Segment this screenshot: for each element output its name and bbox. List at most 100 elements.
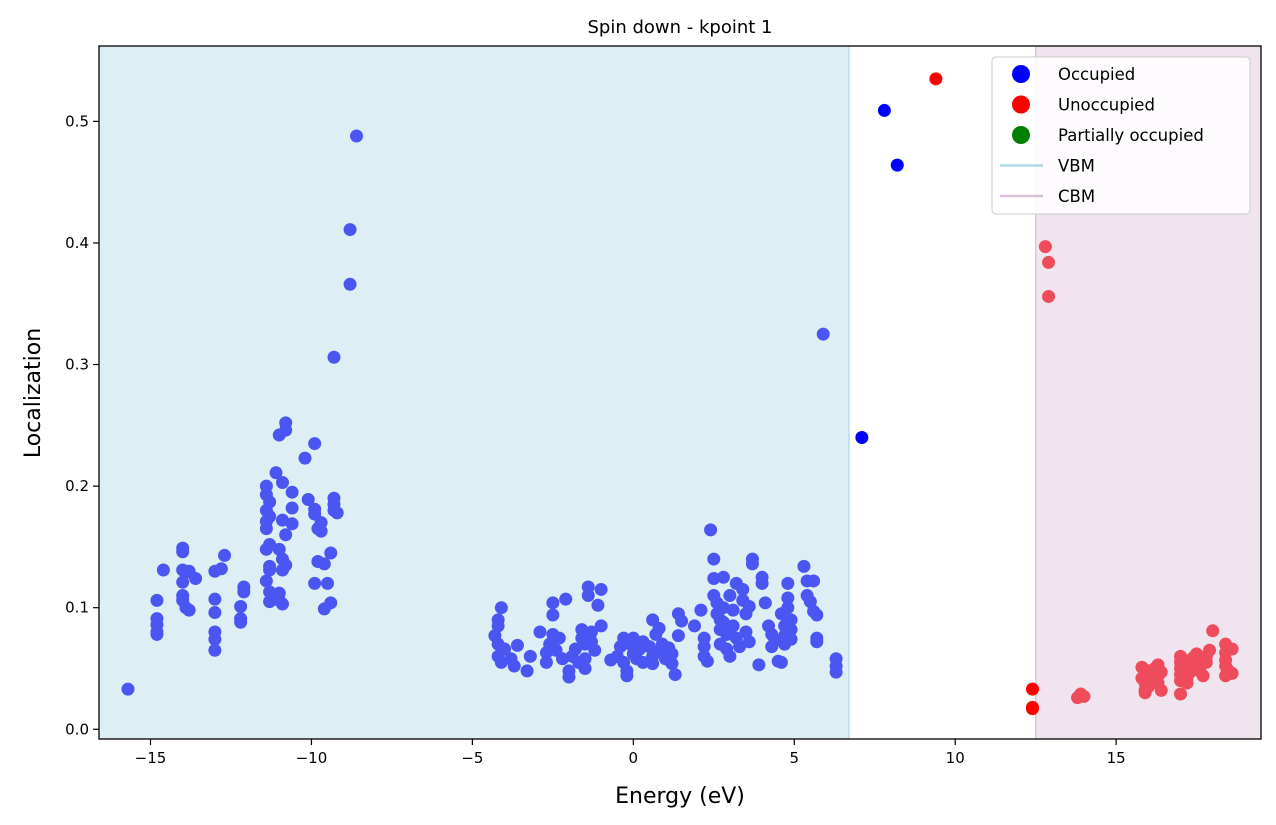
data-point: [1225, 666, 1239, 680]
data-point: [308, 437, 322, 451]
data-point: [1202, 643, 1216, 657]
data-points: [121, 72, 1239, 716]
data-point: [1196, 669, 1210, 683]
data-point: [208, 632, 222, 646]
data-point: [494, 601, 508, 615]
legend: Occupied Unoccupied Partially occupied VBM C…: [991, 56, 1251, 215]
data-point: [350, 129, 364, 143]
data-point: [259, 542, 273, 556]
data-point: [234, 615, 248, 629]
y-axis-ticks: 0.0 0.1 0.2 0.3 0.4 0.5: [65, 112, 99, 738]
data-point: [1077, 689, 1091, 703]
data-point: [343, 277, 357, 291]
data-point: [726, 619, 740, 633]
data-point: [784, 632, 798, 646]
legend-box: [991, 56, 1251, 215]
data-point: [263, 595, 277, 609]
data-point: [533, 625, 547, 639]
y-tick-label: 0.4: [65, 234, 89, 252]
legend-marker: [1012, 126, 1030, 144]
data-point: [1038, 240, 1052, 254]
data-point: [707, 572, 721, 586]
data-point: [736, 582, 750, 596]
data-point: [594, 582, 608, 596]
legend-marker: [1012, 95, 1030, 114]
data-point: [176, 545, 190, 559]
y-tick-label: 0.2: [65, 477, 89, 495]
data-point: [324, 596, 338, 610]
data-point: [263, 563, 277, 577]
data-point: [784, 613, 798, 627]
data-point: [584, 625, 598, 639]
data-point: [317, 557, 331, 571]
data-point: [694, 603, 708, 617]
data-point: [121, 682, 135, 696]
data-point: [829, 665, 843, 679]
x-axis-title: Energy (eV): [615, 784, 745, 809]
data-point: [1025, 682, 1039, 696]
data-point: [668, 668, 682, 682]
data-point: [671, 629, 685, 643]
legend-marker: [1012, 65, 1030, 83]
data-point: [636, 655, 650, 669]
y-axis-title: Localization: [21, 328, 46, 458]
data-point: [697, 640, 711, 654]
chart-title: Spin down - kpoint 1: [588, 17, 773, 38]
x-tick-label: −5: [461, 749, 483, 767]
data-point: [156, 563, 170, 577]
data-point: [285, 485, 299, 499]
data-point: [234, 599, 248, 613]
data-point: [723, 649, 737, 663]
data-point: [687, 619, 701, 633]
data-point: [816, 327, 830, 341]
data-point: [275, 597, 289, 611]
data-point: [877, 103, 891, 117]
data-point: [675, 614, 689, 628]
data-point: [929, 72, 943, 86]
data-point: [330, 506, 344, 520]
data-point: [646, 657, 660, 671]
data-point: [1154, 665, 1168, 679]
data-point: [314, 516, 328, 530]
data-point: [150, 627, 164, 641]
data-point: [1042, 255, 1056, 269]
data-point: [652, 621, 666, 635]
data-point: [758, 596, 772, 610]
data-point: [745, 557, 759, 571]
y-tick-label: 0.0: [65, 720, 89, 738]
data-point: [279, 423, 293, 437]
x-axis-ticks: −15 −10 −5 0 5 10 15: [135, 739, 1126, 767]
data-point: [510, 638, 524, 652]
data-point: [208, 643, 222, 657]
data-point: [578, 652, 592, 666]
data-point: [552, 631, 566, 645]
x-tick-label: 10: [946, 749, 965, 767]
data-point: [890, 158, 904, 172]
legend-label: Occupied: [1058, 65, 1135, 84]
data-point: [810, 608, 824, 622]
data-point: [259, 522, 273, 536]
data-point: [1199, 655, 1213, 669]
data-point: [781, 591, 795, 605]
data-point: [275, 475, 289, 489]
data-point: [620, 669, 634, 683]
legend-label: Partially occupied: [1058, 126, 1204, 145]
data-point: [285, 517, 299, 531]
data-point: [755, 576, 769, 590]
data-point: [539, 655, 553, 669]
data-point: [523, 649, 537, 663]
y-tick-label: 0.3: [65, 356, 89, 374]
data-point: [546, 596, 560, 610]
data-point: [810, 635, 824, 649]
data-point: [591, 598, 605, 612]
data-point: [568, 642, 582, 656]
data-point: [507, 659, 521, 673]
data-point: [214, 562, 228, 576]
data-point: [1154, 683, 1168, 697]
y-tick-label: 0.1: [65, 599, 89, 617]
data-point: [726, 603, 740, 617]
x-tick-label: 15: [1107, 749, 1126, 767]
data-point: [150, 593, 164, 607]
data-point: [1174, 687, 1188, 701]
data-point: [324, 546, 338, 560]
